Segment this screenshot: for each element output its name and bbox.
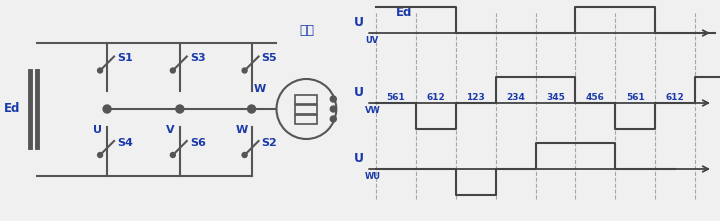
Bar xyxy=(295,114,318,124)
Text: 561: 561 xyxy=(626,93,644,101)
Text: U: U xyxy=(354,86,364,99)
Text: 561: 561 xyxy=(387,93,405,101)
Circle shape xyxy=(176,105,184,113)
Circle shape xyxy=(242,152,247,158)
Text: VW: VW xyxy=(365,106,381,115)
Circle shape xyxy=(248,105,256,113)
Text: S5: S5 xyxy=(261,53,277,63)
Text: W: W xyxy=(253,84,266,94)
Circle shape xyxy=(98,68,102,73)
Circle shape xyxy=(330,116,336,122)
Text: V: V xyxy=(166,125,174,135)
Text: WU: WU xyxy=(365,172,381,181)
Text: S3: S3 xyxy=(190,53,205,63)
Text: S4: S4 xyxy=(117,137,133,147)
Text: Ed: Ed xyxy=(4,103,20,116)
Text: 345: 345 xyxy=(546,93,565,101)
Text: 456: 456 xyxy=(586,93,605,101)
Circle shape xyxy=(98,152,102,158)
Text: U: U xyxy=(354,16,364,29)
Text: 电机: 电机 xyxy=(299,25,314,38)
Text: S1: S1 xyxy=(117,53,132,63)
Text: 612: 612 xyxy=(426,93,446,101)
Circle shape xyxy=(103,105,111,113)
Text: U: U xyxy=(93,125,102,135)
Text: W: W xyxy=(235,125,248,135)
Circle shape xyxy=(330,106,336,112)
Circle shape xyxy=(171,68,176,73)
Text: U: U xyxy=(354,152,364,165)
Circle shape xyxy=(171,152,176,158)
Text: S2: S2 xyxy=(261,137,277,147)
Circle shape xyxy=(330,96,336,102)
Bar xyxy=(295,105,318,114)
Text: 612: 612 xyxy=(666,93,685,101)
Text: 234: 234 xyxy=(506,93,525,101)
Text: UV: UV xyxy=(365,36,379,45)
Text: S6: S6 xyxy=(190,137,206,147)
Bar xyxy=(295,95,318,103)
Circle shape xyxy=(242,68,247,73)
Text: Ed: Ed xyxy=(396,6,413,19)
Text: 123: 123 xyxy=(467,93,485,101)
